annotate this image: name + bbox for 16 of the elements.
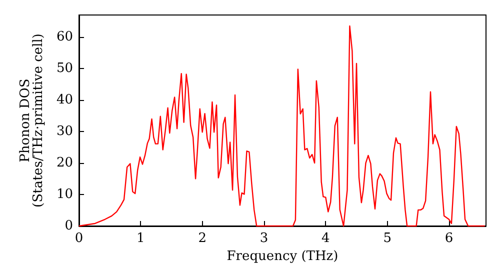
x-tick-label: 0 <box>74 231 84 246</box>
y-tick-label: 0 <box>64 218 73 234</box>
x-tick-label: 2 <box>198 231 206 246</box>
x-tick-label: 1 <box>136 231 145 246</box>
x-tick-label: 5 <box>383 231 392 246</box>
y-tick-label: 30 <box>56 124 73 140</box>
x-tick-label: 4 <box>322 231 330 246</box>
y-tick-label: 20 <box>56 156 73 171</box>
y-tick-label: 40 <box>56 92 73 108</box>
y-tick-label: 50 <box>56 61 73 76</box>
x-tick-label: 3 <box>260 231 268 246</box>
y-tick-label: 60 <box>56 30 73 45</box>
y-axis-title: Phonon DOS (States/THz·primitive cell) <box>18 33 46 208</box>
y-tick-label: 10 <box>56 187 73 202</box>
x-axis-title: Frequency (THz) <box>226 249 338 264</box>
x-tick-label: 6 <box>444 231 454 246</box>
